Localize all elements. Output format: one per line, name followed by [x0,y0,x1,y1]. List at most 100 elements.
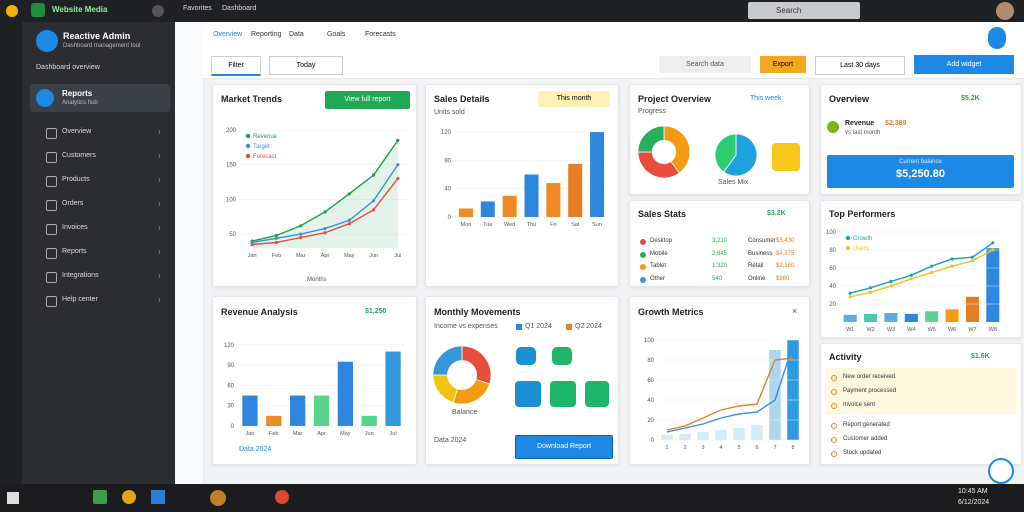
card-control: $1.6K [971,353,990,360]
card-title: Project Overview [638,94,712,104]
row-dot [640,264,646,270]
row-note: Retail [748,263,764,269]
card-control[interactable]: This week [750,95,782,102]
legend-swatch [566,324,572,330]
highlight [825,368,1017,414]
card-button[interactable]: View full report [325,91,410,109]
row-note: Consumer [748,238,776,244]
card-title: Market Trends [221,94,283,104]
nav-icon [46,248,57,259]
row-label: Other [650,275,666,282]
active-item[interactable]: Reports Analytics hub [30,84,170,112]
taskbar: 10:45 AM 6/12/2024 [0,484,1024,512]
tab[interactable]: Data [289,31,304,38]
nav-item[interactable]: Products › [34,174,168,188]
nav-item[interactable]: Overview › [34,126,168,140]
tab[interactable]: Reporting [251,31,282,38]
tab[interactable]: Overview [213,31,243,38]
row-dot [640,251,646,258]
tagline: Dashboard management tool [63,43,141,49]
card-title: Growth Metrics [638,307,704,317]
nav-chevron: › [158,295,161,304]
dropdown[interactable]: Today [269,56,343,75]
card: Monthly Movements Income vs expenses Q1 … [425,296,619,465]
close-icon[interactable]: × [792,306,798,316]
activity-label: Stock updated [843,450,882,456]
activity-label: Report generated [843,422,890,428]
row-amount: $4,275 [776,250,795,257]
tab[interactable]: Forecasts [365,31,396,38]
card: Activity $1.6K New order received Payment… [820,343,1022,465]
app-icon[interactable] [151,490,165,504]
header: Overview Reporting Data Goals Forecasts Filt… [203,22,1024,79]
bookmark[interactable]: Favorites [183,5,212,12]
card-subtitle: Income vs expenses [434,323,498,330]
nav-icon [46,176,57,187]
nav-label: Products [62,176,90,183]
legend-label: Q2 2024 [575,323,602,330]
row-value: 3,210 [712,238,728,244]
nav-icon [46,296,57,307]
app-icon[interactable] [210,490,226,506]
export[interactable]: Export [760,56,806,73]
activity-dot [831,437,837,443]
nav-item[interactable]: Help center › [34,294,168,308]
balance-button[interactable]: Current balance $5,250.80 [827,155,1014,188]
search-field[interactable]: Search data [659,56,751,73]
card: Top Performers [820,200,1022,338]
nav-label: Customers [62,152,96,159]
card-title: Sales Stats [638,209,687,219]
nav-icon [46,152,57,163]
date-range[interactable]: Last 30 days [815,56,905,75]
app-icon[interactable] [93,490,107,504]
download-button[interactable]: Download Report [515,435,613,459]
nav-chevron: › [158,223,161,232]
row-icon [827,121,839,133]
profile[interactable] [988,27,1006,49]
nav-label: Reports [62,248,87,255]
card: Project Overview This week Progress Sale… [629,84,810,195]
row-dot [640,239,646,245]
tab-title[interactable]: Website Media [52,5,108,14]
tab[interactable]: Goals [327,31,346,38]
card-control[interactable]: This month [538,91,610,107]
icon-tile [585,381,609,407]
nav-item[interactable]: Customers › [34,150,168,164]
app-icon[interactable] [275,490,289,504]
bookmark[interactable]: Dashboard [222,5,257,12]
row-value: 540 [712,275,723,282]
filter[interactable]: Filter [211,56,261,76]
brand: Reactive Admin [63,31,131,41]
row-value: 2,845 [712,250,728,257]
active-sub: Analytics hub [62,100,98,106]
avatar[interactable] [996,2,1014,20]
nav-item[interactable]: Orders › [34,198,168,212]
tool-column [175,22,204,484]
nav-item[interactable]: Integrations › [34,270,168,284]
tab-close[interactable] [152,5,164,17]
card-title: Activity [829,352,862,362]
nav-chevron: › [158,151,161,160]
row-value: $2,389 [885,120,907,127]
nav-item[interactable]: Invoices › [34,222,168,236]
activity-dot [831,423,837,429]
browser-icon[interactable] [6,5,18,17]
section[interactable]: Dashboard overview [36,64,100,71]
nav-icon [46,272,57,283]
card-footer: Data 2024 [239,446,272,453]
nav-label: Invoices [62,224,88,231]
card-footer: Data 2024 [434,437,467,444]
nav-item[interactable]: Reports › [34,246,168,260]
brand-logo [36,30,58,52]
chat-button[interactable] [988,458,1014,484]
address-bar[interactable]: Search [748,2,860,19]
app-icon[interactable] [122,490,136,504]
nav-label: Overview [62,128,92,135]
card-subtitle: Progress [638,108,667,115]
start-button[interactable] [7,492,19,504]
row-note: Online [748,275,766,282]
axis-title: Months [307,277,327,283]
card-title: Top Performers [829,209,896,219]
add-widget[interactable]: Add widget [914,55,1014,74]
row-amount: $2,160 [776,263,795,269]
